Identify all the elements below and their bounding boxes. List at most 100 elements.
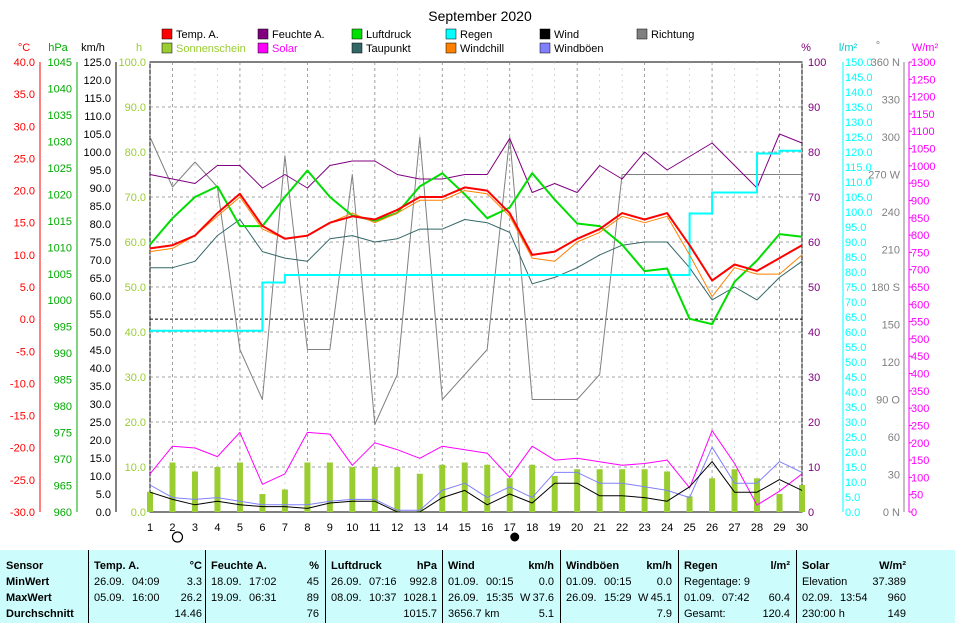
- stats-unit-wind: km/h: [528, 560, 554, 572]
- temp-axis-tick-label: -25.0: [10, 475, 35, 487]
- solar-axis-tick-label: 550: [911, 317, 929, 329]
- stats-hum-avg: 76: [306, 608, 319, 620]
- sunshine-bar: [529, 464, 536, 512]
- direction-axis-tick-label: 300: [882, 132, 900, 144]
- x-tick-label: 13: [414, 522, 426, 534]
- legend-swatch: [257, 28, 269, 40]
- stats-temp-min-value: 3.3: [186, 576, 202, 588]
- temp-axis-tick-label: 35.0: [14, 89, 35, 101]
- sunshine-bar: [236, 462, 243, 512]
- stats-solar-elevation: 37.389: [872, 576, 906, 588]
- wind-axis-tick-label: 10.0: [90, 471, 111, 483]
- stats-header-gust: Windböen: [566, 560, 620, 572]
- solar-axis-tick-label: 500: [911, 334, 929, 346]
- legend-swatch: [539, 42, 551, 54]
- wind-axis-tick-label: 100.0: [83, 147, 111, 159]
- direction-axis-tick-label: 360 N: [871, 57, 900, 69]
- stats-row-min: MinWert: [6, 576, 50, 588]
- legend-swatch: [636, 28, 648, 40]
- rain-line: [150, 149, 802, 332]
- statistics-table: Sensor MinWert MaxWert Durchschnitt Temp…: [0, 550, 955, 623]
- x-tick-label: 10: [346, 522, 358, 534]
- unit-pressure: hPa: [48, 42, 68, 54]
- plot-area: [149, 61, 803, 513]
- solar-axis-tick-label: 350: [911, 386, 929, 398]
- legend-label: Wind: [554, 29, 579, 41]
- wind-axis-tick-label: 70.0: [90, 255, 111, 267]
- rain-axis-tick-label: 130.0: [845, 117, 873, 129]
- humidity-axis-tick-label: 90: [808, 102, 820, 114]
- x-tick-label: 18: [526, 522, 538, 534]
- solar-axis-tick-label: 400: [911, 369, 929, 381]
- sunshine-axis-tick-label: 0.0: [131, 507, 146, 519]
- sunshine-bar: [461, 462, 468, 512]
- wind-axis-tick-label: 25.0: [90, 417, 111, 429]
- temp-axis-tick-label: 0.0: [20, 314, 35, 326]
- solar-axis-tick-label: 1250: [911, 74, 935, 86]
- wind-axis-tick-label: 60.0: [90, 291, 111, 303]
- pressure-axis-tick-label: 985: [54, 375, 72, 387]
- temp-axis-tick-label: -30.0: [10, 507, 35, 519]
- pressure-axis-tick-label: 975: [54, 428, 72, 440]
- x-tick-label: 16: [481, 522, 493, 534]
- stats-temp-min-time: 04:09: [132, 576, 160, 588]
- stats-gust-max-date: 26.09.: [566, 592, 597, 604]
- temp-axis-tick-label: 40.0: [14, 57, 35, 69]
- stats-solar-avg: 149: [887, 608, 906, 620]
- temp-axis-tick-label: 30.0: [14, 121, 35, 133]
- solar-axis-tick-label: 600: [911, 299, 929, 311]
- humidity-axis-tick-label: 20: [808, 417, 820, 429]
- x-tick-label: 14: [436, 522, 448, 534]
- pressure-axis-tick-label: 980: [54, 401, 72, 413]
- direction-line: [149, 136, 802, 425]
- x-tick-label: 9: [327, 522, 333, 534]
- unit-headers: °C hPa km/h h% l/m² ° W/m²: [18, 40, 939, 54]
- legend-label: Taupunkt: [366, 43, 411, 55]
- stats-wind-min-date: 01.09.: [448, 576, 479, 588]
- x-tick-label: 6: [259, 522, 265, 534]
- stats-row-max: MaxWert: [6, 592, 52, 604]
- humidity-axis-tick-label: 40: [808, 327, 820, 339]
- stats-rain-max-value: 60.4: [768, 592, 790, 604]
- solar-axis-tick-label: 700: [911, 265, 929, 277]
- sunshine-bar: [664, 471, 671, 512]
- stats-wind-max-dir: W: [520, 592, 531, 604]
- wind-axis-tick-label: 5.0: [96, 489, 111, 501]
- temp-axis-tick-label: -20.0: [10, 443, 35, 455]
- direction-axis-tick-label: 240: [882, 207, 900, 219]
- sunshine-bar: [619, 469, 626, 512]
- stats-press-avg: 1015.7: [403, 608, 437, 620]
- wind-axis-tick-label: 15.0: [90, 453, 111, 465]
- stats-press-min-value: 992.8: [409, 576, 437, 588]
- x-tick-label: 26: [706, 522, 718, 534]
- legend-swatch: [161, 28, 173, 40]
- new-moon-icon: [510, 532, 520, 542]
- rain-axis-tick-label: 15.0: [845, 462, 866, 474]
- direction-axis-tick-label: 330: [882, 95, 900, 107]
- direction-axis-tick-label: 180 S: [871, 282, 900, 294]
- stats-hum-min-value: 45: [306, 576, 319, 588]
- stats-press-max-value: 1028.1: [403, 592, 437, 604]
- legend-label: Solar: [272, 43, 298, 55]
- direction-axis-tick-label: 60: [888, 432, 900, 444]
- stats-solar-max-time: 13:54: [840, 592, 868, 604]
- sunshine-bar: [641, 469, 648, 512]
- wind-axis-tick-label: 55.0: [90, 309, 111, 321]
- legend-label: Regen: [460, 29, 492, 41]
- direction-axis-tick-label: 210: [882, 245, 900, 257]
- stats-solar-elevation-label: Elevation: [802, 576, 848, 588]
- sunshine-bar: [754, 478, 761, 512]
- stats-gust-min-value: 0.0: [656, 576, 672, 588]
- humidity-axis-tick-label: 0: [808, 507, 814, 519]
- direction-axis-tick-label: 0 N: [883, 507, 900, 519]
- rain-axis-tick-label: 135.0: [845, 102, 873, 114]
- legend-label: Windböen: [554, 43, 604, 55]
- rain-axis-tick-label: 85.0: [845, 252, 866, 264]
- humidity-line: [149, 133, 803, 193]
- stats-gust-max-time: 15:29: [604, 592, 632, 604]
- x-tick-label: 21: [594, 522, 606, 534]
- sunshine-bar: [304, 462, 311, 512]
- pressure-axis-tick-label: 1025: [48, 163, 72, 175]
- solar-axis-tick-label: 300: [911, 403, 929, 415]
- solar-axis-tick-label: 1100: [911, 126, 935, 138]
